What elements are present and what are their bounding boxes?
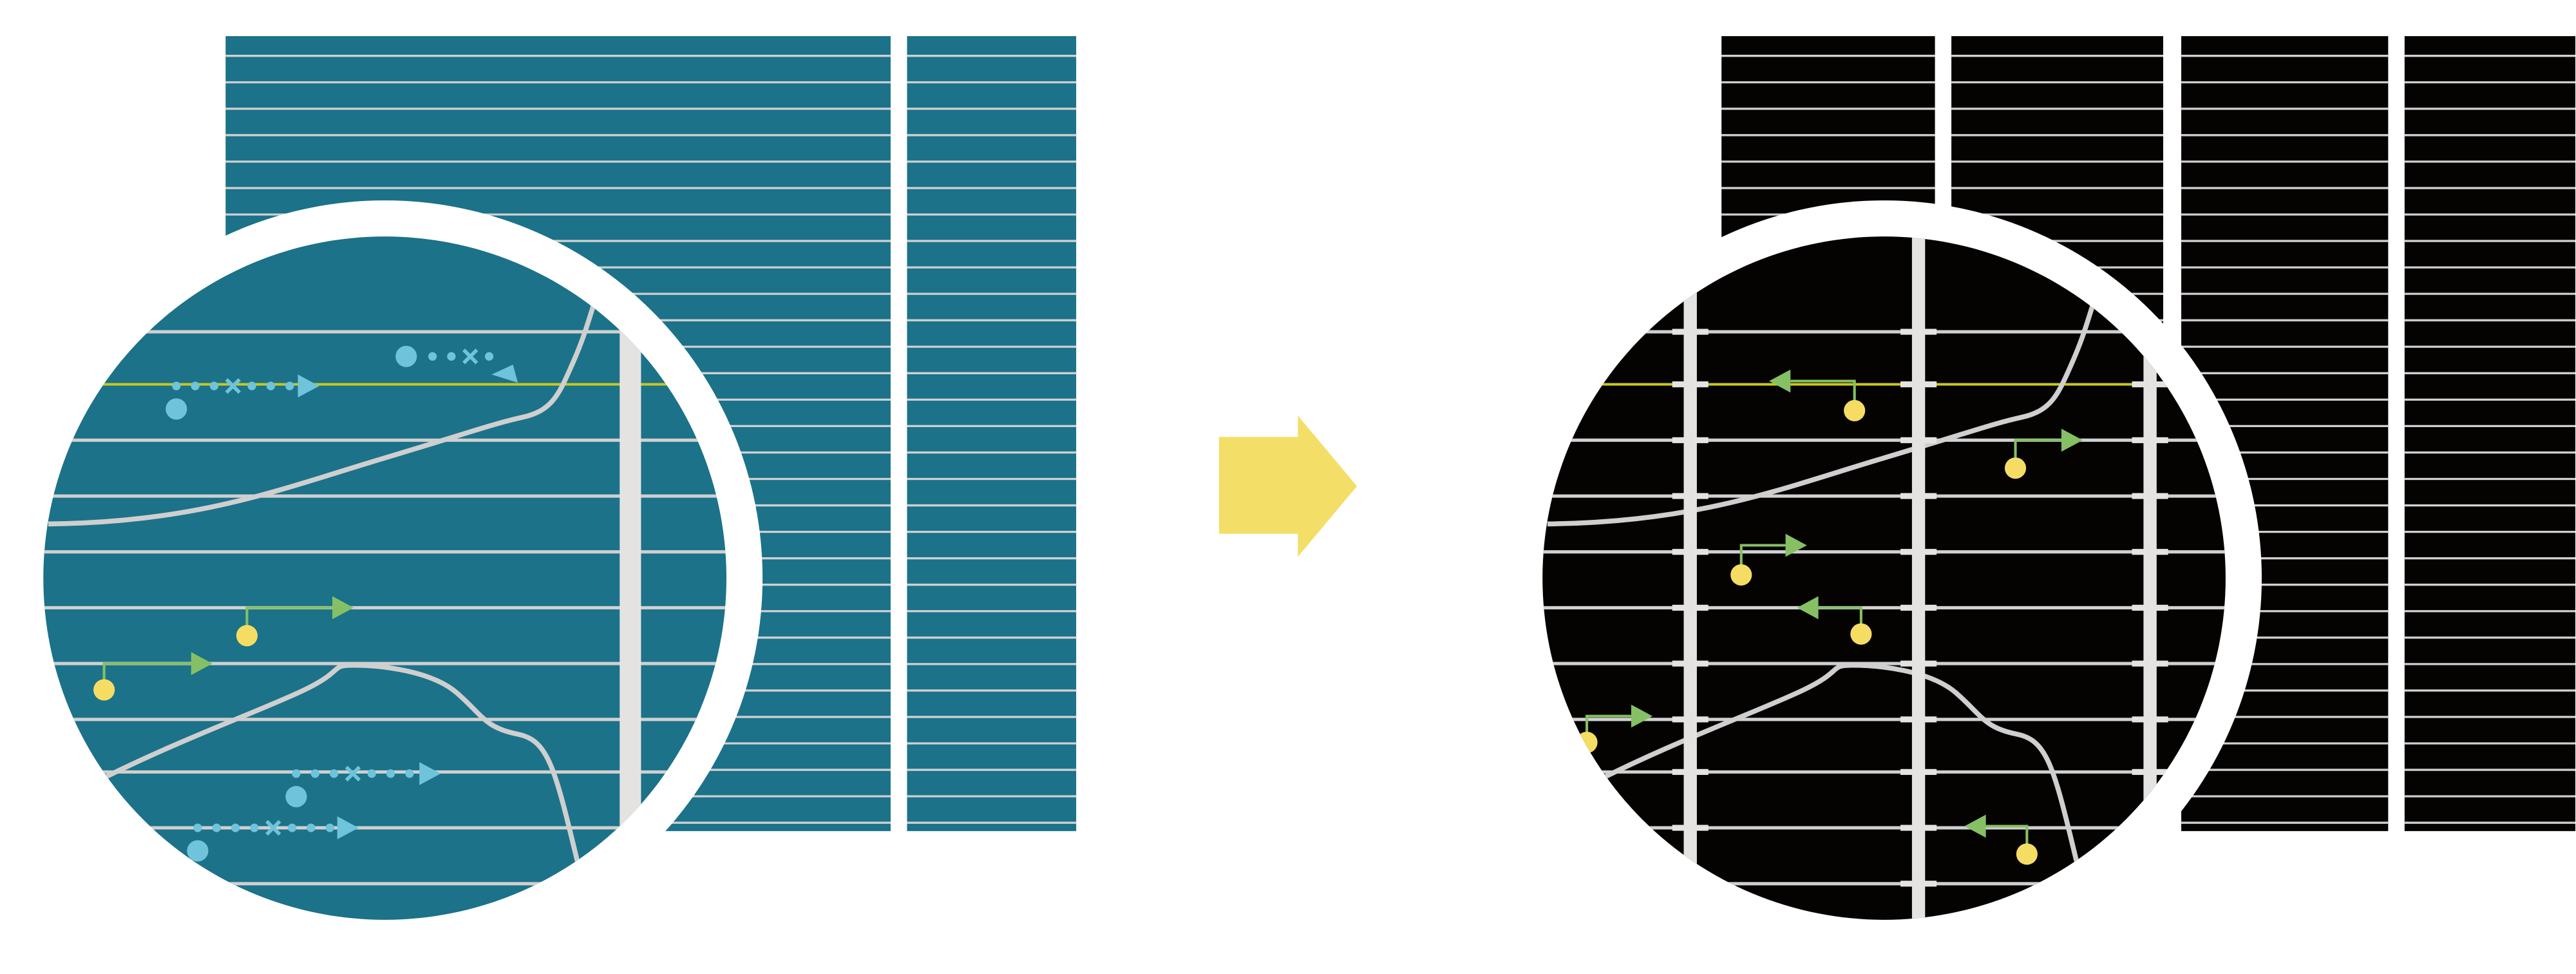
track-tick bbox=[1900, 825, 1937, 831]
blue-dot bbox=[187, 840, 209, 862]
track-tick bbox=[1672, 825, 1709, 831]
track-tick bbox=[1672, 437, 1709, 443]
track-tick bbox=[2132, 381, 2168, 388]
vertical-track-bar bbox=[620, 236, 641, 920]
track-tick bbox=[1900, 493, 1937, 499]
small-dot bbox=[307, 823, 316, 832]
panel-column bbox=[907, 36, 1077, 832]
small-dot bbox=[386, 769, 395, 778]
track-tick bbox=[1672, 549, 1709, 555]
lens-content bbox=[43, 236, 726, 920]
yellow-dot bbox=[2004, 457, 2027, 479]
track-tick bbox=[1900, 660, 1937, 667]
blue-dot bbox=[395, 345, 417, 367]
track-tick bbox=[1900, 549, 1937, 555]
lens-background bbox=[1542, 236, 2226, 920]
track-tick bbox=[2132, 881, 2168, 887]
small-dot bbox=[405, 769, 414, 778]
small-dot bbox=[172, 381, 181, 390]
track-tick bbox=[2132, 549, 2168, 555]
yellow-dot bbox=[236, 625, 258, 647]
small-dot bbox=[329, 769, 339, 778]
track-tick bbox=[1900, 329, 1937, 335]
track-tick bbox=[1900, 381, 1937, 388]
small-dot bbox=[250, 823, 259, 832]
yellow-dot bbox=[1850, 623, 1872, 645]
blue-dot bbox=[285, 786, 307, 808]
arrow-head-icon bbox=[491, 365, 518, 383]
track-tick bbox=[1900, 437, 1937, 443]
small-dot bbox=[285, 381, 294, 390]
track-tick bbox=[2132, 604, 2168, 611]
arrow-right-icon bbox=[2061, 428, 2083, 452]
track-tick bbox=[1672, 493, 1709, 499]
lens-content bbox=[1542, 236, 2226, 920]
arrow-head-icon bbox=[337, 816, 359, 839]
arrow-head-icon bbox=[298, 374, 319, 398]
track-tick bbox=[1672, 381, 1709, 388]
vertical-track-bar bbox=[2143, 236, 2157, 920]
small-dot bbox=[209, 381, 219, 390]
cross-marker-icon bbox=[345, 765, 361, 782]
track-tick bbox=[2132, 437, 2168, 443]
small-dot bbox=[367, 769, 376, 778]
right-magnified-lens bbox=[1506, 200, 2262, 956]
lens-background bbox=[43, 236, 726, 920]
arrow-right-icon bbox=[1785, 533, 1807, 557]
small-dot bbox=[447, 352, 456, 361]
yellow-dot bbox=[1844, 399, 1866, 422]
left-magnified-lens bbox=[7, 200, 763, 956]
arrow-right-icon bbox=[1631, 704, 1653, 728]
curve-line bbox=[1547, 278, 2103, 527]
track-tick bbox=[1900, 716, 1937, 723]
small-dot bbox=[484, 352, 494, 361]
curve-line bbox=[1600, 662, 2085, 888]
small-dot bbox=[193, 823, 202, 832]
track-tick bbox=[2132, 493, 2168, 499]
track-tick bbox=[1900, 881, 1937, 887]
right-arrow-icon bbox=[1218, 415, 1358, 557]
track-tick bbox=[1672, 769, 1709, 775]
small-dot bbox=[212, 823, 221, 832]
small-dot bbox=[247, 381, 256, 390]
track-tick bbox=[1672, 604, 1709, 611]
small-dot bbox=[191, 381, 200, 390]
vertical-track-bar bbox=[1911, 236, 1926, 920]
arrow-right-icon bbox=[332, 596, 354, 620]
small-dot bbox=[287, 823, 297, 832]
curve-line bbox=[101, 662, 586, 888]
track-tick bbox=[2132, 716, 2168, 723]
track-tick bbox=[2132, 660, 2168, 667]
track-tick bbox=[1900, 769, 1937, 775]
track-tick bbox=[1900, 604, 1937, 611]
small-dot bbox=[428, 352, 437, 361]
small-dot bbox=[266, 381, 276, 390]
cross-marker-icon bbox=[265, 819, 281, 836]
yellow-dot bbox=[1730, 564, 1752, 586]
arrow-left-icon bbox=[1769, 369, 1791, 393]
yellow-dot bbox=[93, 679, 115, 701]
cross-marker-icon bbox=[462, 349, 478, 365]
track-tick bbox=[2132, 769, 2168, 775]
cross-marker-icon bbox=[225, 378, 241, 394]
small-dot bbox=[310, 769, 319, 778]
panel-column bbox=[2404, 36, 2576, 832]
track-tick bbox=[1672, 329, 1709, 335]
arrow-left-icon bbox=[1964, 814, 1986, 838]
arrow-right-icon bbox=[191, 652, 213, 675]
arrow-left-icon bbox=[1797, 596, 1819, 620]
small-dot bbox=[325, 823, 334, 832]
vertical-track-bar bbox=[1683, 236, 1697, 920]
track-tick bbox=[1672, 716, 1709, 723]
yellow-dot bbox=[2016, 843, 2038, 865]
blue-dot bbox=[166, 398, 187, 420]
track-tick bbox=[1672, 660, 1709, 667]
small-dot bbox=[231, 823, 240, 832]
arrow-head-icon bbox=[419, 762, 441, 785]
small-dot bbox=[292, 769, 301, 778]
curve-line bbox=[48, 278, 604, 527]
